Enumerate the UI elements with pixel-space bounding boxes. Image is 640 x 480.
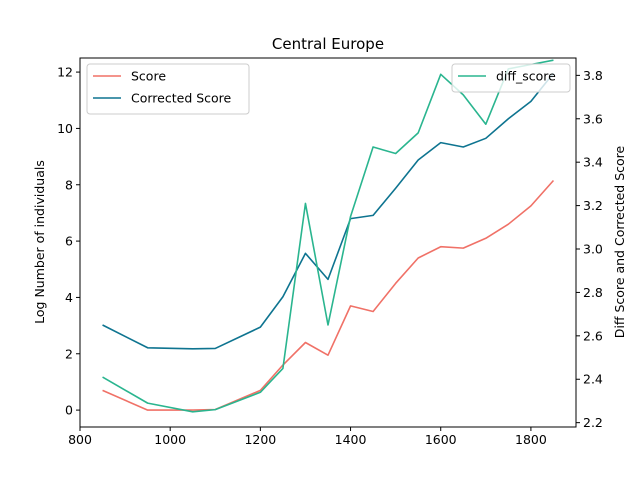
y-tick-label-left: 8 (65, 177, 73, 192)
x-tick-label: 1200 (244, 432, 276, 447)
legend-left: Score Corrected Score (86, 63, 250, 115)
y-axis-label-right: Diff Score and Corrected Score (612, 145, 627, 338)
x-tick-label: 1400 (335, 432, 367, 447)
y-tick-label-right: 2.8 (583, 285, 603, 300)
axes-layer: 800 1000 1200 1400 1600 1800 0 2 4 6 8 10 12 2.2 2.4 2.… (57, 57, 603, 447)
series-line-corrected-score (102, 72, 555, 350)
y-tick-label-left: 2 (65, 346, 73, 361)
x-tick-label: 800 (68, 432, 92, 447)
legend-label-score: Score (131, 69, 166, 84)
y-tick-label-left: 10 (57, 121, 73, 136)
x-tick-label: 1800 (515, 432, 547, 447)
y-tick-label-right: 3.8 (583, 68, 603, 83)
legend-label-diff-score: diff_score (496, 69, 556, 84)
plot-area (102, 59, 555, 413)
y-tick-label-left: 0 (65, 403, 73, 418)
y-tick-label-right: 2.6 (583, 328, 603, 343)
y-tick-label-right: 3.0 (583, 242, 603, 257)
y-tick-label-right: 2.2 (583, 415, 603, 430)
y-tick-label-right: 3.2 (583, 198, 603, 213)
series-line-diff-score (102, 59, 554, 413)
series-layer (102, 59, 555, 413)
x-tick-label: 1000 (154, 432, 186, 447)
y-tick-label-right: 3.6 (583, 111, 603, 126)
chart-title: Central Europe (272, 35, 384, 53)
y-tick-label-left: 12 (57, 65, 73, 80)
y-tick-label-left: 4 (65, 290, 73, 305)
legend-box (451, 63, 571, 93)
legend-box (86, 63, 250, 115)
x-tick-label: 1600 (425, 432, 457, 447)
y-tick-label-right: 2.4 (583, 372, 603, 387)
legend-right: diff_score (451, 63, 571, 93)
axes-frame (79, 57, 577, 428)
y-tick-label-left: 6 (65, 234, 73, 249)
y-tick-label-right: 3.4 (583, 155, 603, 170)
y-axis-label-left: Log Number of individuals (32, 160, 47, 324)
legend-label-corrected-score: Corrected Score (131, 91, 232, 106)
